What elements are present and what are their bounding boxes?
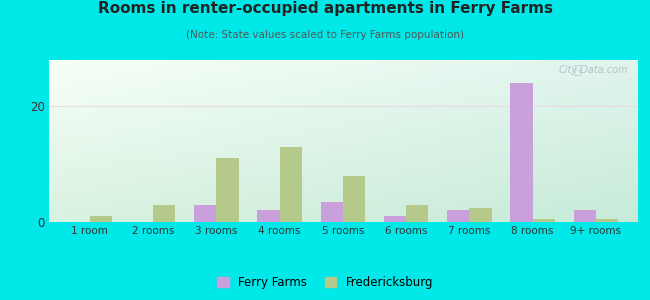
Bar [216, 158, 239, 222]
Bar [320, 202, 343, 222]
Bar [343, 176, 365, 222]
Bar [574, 210, 596, 222]
Bar [510, 83, 532, 222]
Text: Rooms in renter-occupied apartments in Ferry Farms: Rooms in renter-occupied apartments in F… [98, 2, 552, 16]
Text: City-Data.com: City-Data.com [558, 65, 628, 75]
Bar [194, 205, 216, 222]
Bar [90, 216, 112, 222]
Bar [257, 210, 280, 222]
Bar [447, 210, 469, 222]
Legend: Ferry Farms, Fredericksburg: Ferry Farms, Fredericksburg [212, 272, 438, 294]
Text: ⦿: ⦿ [573, 64, 581, 77]
Bar [469, 208, 491, 222]
Bar [153, 205, 176, 222]
Bar [384, 216, 406, 222]
Bar [532, 219, 554, 222]
Bar [406, 205, 428, 222]
Bar [596, 219, 618, 222]
Text: (Note: State values scaled to Ferry Farms population): (Note: State values scaled to Ferry Farm… [186, 30, 464, 40]
Bar [280, 147, 302, 222]
